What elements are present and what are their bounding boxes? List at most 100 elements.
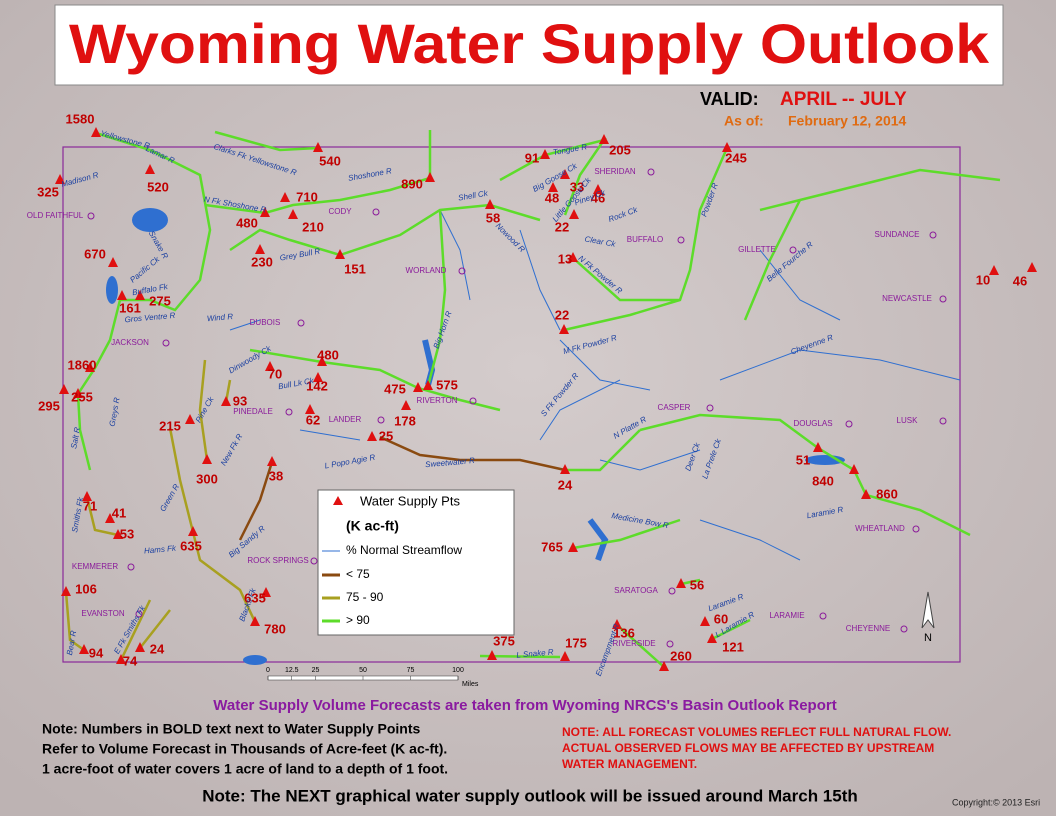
river-label: Bear R (65, 630, 78, 656)
water-supply-point (367, 431, 377, 441)
forecast-value: 670 (84, 246, 106, 261)
scale-label: 25 (312, 667, 320, 674)
forecast-value: 24 (150, 641, 165, 656)
city-label: RIVERSIDE (612, 639, 655, 648)
forecast-value: 91 (525, 150, 539, 165)
river-label: L Snake R (516, 647, 554, 659)
city-label: EVANSTON (81, 609, 124, 618)
forecast-value: 46 (1013, 273, 1027, 288)
forecast-value: 121 (722, 639, 744, 654)
title: Wyoming Water Supply Outlook (69, 12, 990, 75)
water-supply-point (59, 384, 69, 394)
water-supply-point (85, 362, 95, 372)
valid-period: APRIL -- JULY (780, 89, 907, 110)
water-supply-point (861, 489, 871, 499)
forecast-value: 41 (112, 505, 126, 520)
river-label: Hams Fk (144, 544, 178, 556)
city-marker (789, 246, 797, 254)
water-supply-point (280, 192, 290, 202)
legend-class: < 75 (346, 567, 370, 581)
city-label: BUFFALO (627, 235, 663, 244)
warning-line: ACTUAL OBSERVED FLOWS MAY BE AFFECTED BY… (562, 741, 934, 755)
water-supply-point (676, 578, 686, 588)
city-label: WORLAND (406, 266, 447, 275)
water-supply-point (265, 361, 275, 371)
forecast-value: 22 (555, 219, 569, 234)
water-supply-point (82, 491, 92, 501)
city-marker (666, 640, 674, 648)
water-supply-point (659, 661, 669, 671)
water-supply-point (599, 134, 609, 144)
water-supply-point (305, 404, 315, 414)
forecast-value: 106 (75, 581, 97, 596)
forecast-value: 1860 (68, 357, 97, 372)
river-label: Sweetwater R (425, 456, 476, 469)
water-supply-point (188, 526, 198, 536)
city-marker (469, 397, 477, 405)
water-supply-point (135, 290, 145, 300)
city-label: CODY (328, 207, 352, 216)
forecast-value: 151 (344, 261, 366, 276)
city-marker (677, 236, 685, 244)
water-supply-point (135, 642, 145, 652)
warning-line: NOTE: ALL FORECAST VOLUMES REFLECT FULL … (562, 725, 951, 739)
city-label: DUBOIS (250, 318, 281, 327)
valid-label: VALID: (700, 89, 759, 109)
water-supply-point (560, 651, 570, 661)
water-supply-point (91, 127, 101, 137)
forecast-value: 56 (690, 577, 704, 592)
city-marker (372, 208, 380, 216)
water-supply-point (267, 456, 277, 466)
water-supply-point (548, 182, 558, 192)
water-supply-point (401, 400, 411, 410)
water-supply-point (559, 324, 569, 334)
water-supply-point (250, 616, 260, 626)
city-label: OLD FAITHFUL (27, 211, 84, 220)
water-supply-point (569, 209, 579, 219)
water-supply-point (1027, 262, 1037, 272)
water-supply-point (425, 172, 435, 182)
forecast-value: 70 (268, 366, 282, 381)
water-supply-point (593, 184, 603, 194)
water-supply-point (202, 454, 212, 464)
state-border (62, 146, 961, 663)
water-supply-point (540, 149, 550, 159)
water-supply-point (560, 169, 570, 179)
legend-box (317, 489, 515, 636)
city-label: SHERIDAN (594, 167, 636, 176)
forecast-value: 275 (149, 293, 171, 308)
as-of-label: As of: (724, 113, 764, 129)
city-marker (162, 339, 170, 347)
forecast-value: 635 (180, 538, 202, 553)
forecast-value: 13 (558, 251, 572, 266)
forecast-value: 710 (296, 189, 318, 204)
forecast-value: 94 (89, 645, 104, 660)
forecast-value: 635 (244, 590, 266, 605)
city-marker (706, 404, 714, 412)
legend-units: (K ac-ft) (346, 518, 399, 534)
water-supply-point (989, 265, 999, 275)
forecast-value: 780 (264, 621, 286, 636)
forecast-value: 93 (233, 393, 247, 408)
legend-triangle (333, 496, 343, 505)
legend-points: Water Supply Pts (360, 493, 460, 508)
note-line: 1 acre-foot of water covers 1 acre of la… (42, 761, 448, 777)
water-supply-point (313, 372, 323, 382)
forecast-value: 260 (670, 648, 692, 663)
forecast-value: 520 (147, 179, 169, 194)
river-label: Salt R (69, 426, 82, 449)
forecast-value: 33 (570, 179, 584, 194)
city-marker (310, 557, 318, 565)
forecast-value: 74 (123, 653, 138, 668)
scale-label: 75 (407, 667, 415, 674)
water-supply-point (221, 396, 231, 406)
forecast-value: 230 (251, 254, 273, 269)
forecast-value: 22 (555, 307, 569, 322)
water-supply-point (55, 174, 65, 184)
city-label: DOUGLAS (793, 419, 832, 428)
city-label: LANDER (329, 415, 362, 424)
water-supply-point (73, 388, 83, 398)
water-supply-point (61, 586, 71, 596)
